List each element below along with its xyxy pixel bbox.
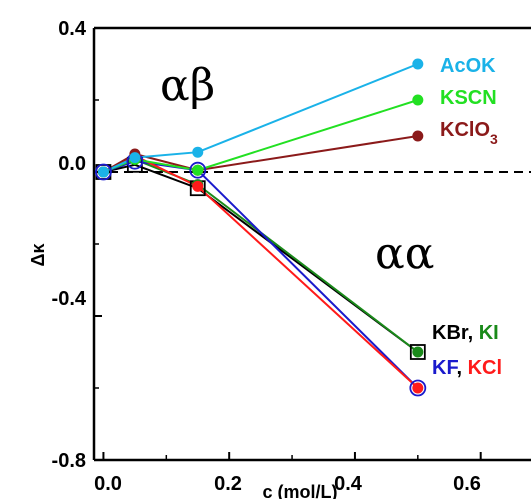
- x-tick-label: 0.0: [94, 473, 122, 495]
- data-point-acok: [192, 146, 204, 158]
- series-label-kbr: KBr: [432, 322, 469, 344]
- y-tick-label: 0.0: [58, 153, 86, 175]
- y-axis-title: Δκ: [28, 243, 48, 267]
- series-line-ki: [103, 158, 419, 353]
- data-point-acok: [129, 152, 141, 164]
- data-point-kf: [409, 379, 427, 397]
- series-label-kcl: KCl: [468, 357, 502, 379]
- series-label-kbr-ki: KBr, KI: [432, 322, 499, 344]
- series-label-acok: AcOK: [440, 55, 496, 77]
- data-point-kcl: [192, 180, 204, 192]
- data-point-kclo3: [412, 130, 424, 142]
- x-tick-label: 0.2: [214, 473, 242, 495]
- region-label-alpha-alpha: αα: [375, 228, 434, 279]
- series-line-kbr: [103, 163, 419, 353]
- data-point-ki: [412, 346, 424, 358]
- x-tick-label: 0.4: [334, 473, 363, 495]
- data-point-kbr: [409, 344, 426, 360]
- series-label-kf: KF: [432, 357, 458, 379]
- series-label-kclo3-subscript: 3: [490, 131, 498, 147]
- x-tick-label: 0.6: [453, 473, 481, 495]
- data-point-kf: [95, 163, 112, 181]
- series-label-ki: KI: [479, 322, 499, 344]
- y-tick-label: 0.4: [58, 18, 87, 40]
- series-label-kscn: KSCN: [440, 87, 497, 109]
- series-label-kclo3: KClO3: [440, 119, 498, 147]
- region-label-alpha-beta: αβ: [160, 60, 215, 111]
- y-tick-label: -0.4: [52, 288, 87, 310]
- series-label-kf-kcl: KF, KCl: [432, 357, 502, 379]
- series-line-kf: [103, 160, 419, 389]
- series-line-kclo3: [102, 135, 418, 173]
- data-point-kscn: [192, 164, 204, 176]
- x-axis-title: c (mol/L): [263, 482, 338, 499]
- data-point-acok: [412, 58, 424, 70]
- series-label-separator: ,: [468, 322, 479, 344]
- data-point-kf: [189, 161, 207, 179]
- data-point-acok: [97, 166, 109, 178]
- y-tick-label: -0.8: [52, 450, 86, 472]
- data-point-kscn: [412, 94, 424, 106]
- series-line-kcl: [102, 154, 419, 389]
- series-label-separator: ,: [456, 357, 467, 379]
- series-group: [95, 58, 427, 397]
- series-line-acok: [102, 63, 419, 173]
- series-label-kclo3-main: KClO: [440, 119, 490, 141]
- data-point-kcl: [412, 382, 424, 394]
